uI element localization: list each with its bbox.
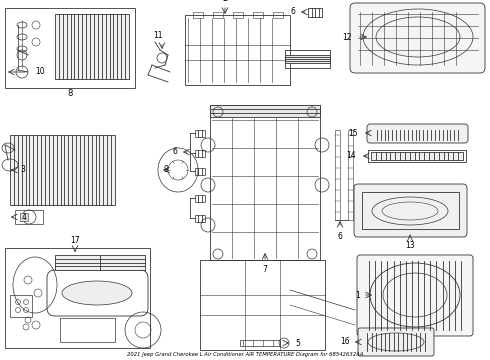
Text: 4: 4 [22,212,27,221]
Bar [285,50,330,68]
Ellipse shape [62,281,132,305]
Text: 15: 15 [348,129,358,138]
Bar [185,15,290,85]
Text: 7: 7 [263,265,268,274]
Bar [335,130,340,220]
Bar [195,150,205,157]
Bar [5,248,150,348]
Text: 6: 6 [172,148,177,157]
Text: 11: 11 [153,31,163,40]
Bar [195,215,205,222]
Bar [348,130,353,220]
Text: 17: 17 [70,236,80,245]
Text: 3: 3 [20,166,25,175]
Text: 6: 6 [338,232,343,241]
Bar [195,168,205,175]
Text: 10: 10 [35,68,45,77]
Text: 2: 2 [222,0,228,3]
Bar [15,210,43,224]
Text: 2021 Jeep Grand Cherokee L Air Conditioner AIR TEMPERATURE Diagram for 68542632A: 2021 Jeep Grand Cherokee L Air Condition… [127,352,363,357]
Bar [213,12,223,18]
Bar [60,318,115,342]
Bar [285,55,330,63]
Text: 6: 6 [290,8,295,17]
Text: 16: 16 [341,338,350,346]
Bar [195,195,205,202]
Bar [195,130,205,137]
FancyBboxPatch shape [358,328,434,356]
Bar [368,150,466,162]
FancyBboxPatch shape [357,255,473,336]
Text: 8: 8 [67,90,73,99]
Bar [200,260,325,350]
Text: 14: 14 [346,152,356,161]
Bar [5,8,135,88]
Text: 5: 5 [295,338,300,347]
Bar [210,105,320,260]
Bar [233,12,243,18]
Bar [10,135,115,205]
FancyBboxPatch shape [354,184,467,237]
Bar [55,255,145,270]
Bar [20,213,28,221]
Bar [55,14,129,79]
Text: 9: 9 [163,166,168,175]
Text: 12: 12 [343,32,352,41]
FancyBboxPatch shape [350,3,485,73]
Bar [371,152,463,160]
Bar [193,12,203,18]
Bar [362,192,459,229]
Bar [273,12,283,18]
Text: 1: 1 [355,291,360,300]
FancyBboxPatch shape [367,124,468,143]
Text: 13: 13 [405,241,415,250]
Bar [308,8,322,17]
Bar [240,340,280,346]
Bar [210,105,320,117]
Bar [253,12,263,18]
Bar [10,295,32,317]
